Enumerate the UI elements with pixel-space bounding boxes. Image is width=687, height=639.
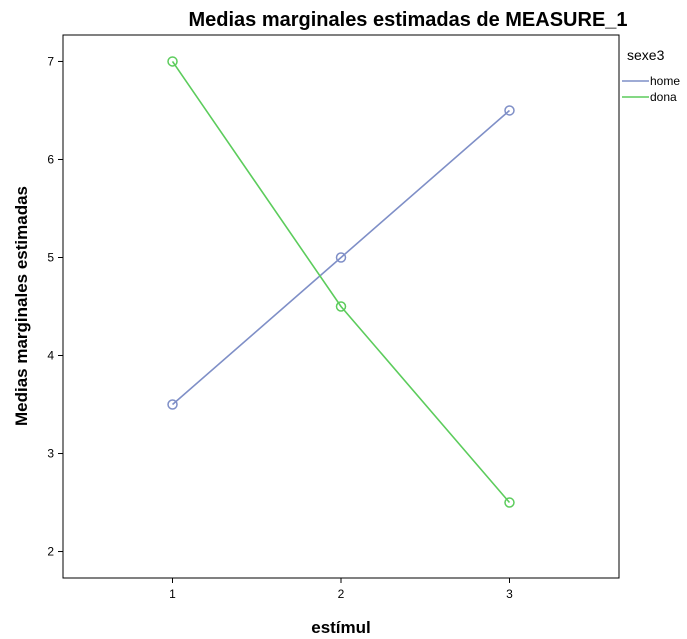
series-line-dona — [171, 61, 511, 504]
data-point-dona — [504, 497, 515, 508]
data-point-home — [335, 252, 347, 263]
x-tick-label: 1 — [169, 587, 176, 601]
y-axis: 2 3 4 5 6 7 — [47, 54, 63, 559]
y-tick-label: 4 — [47, 349, 54, 363]
legend: sexe3 home dona — [622, 47, 680, 104]
series-line-home — [171, 109, 511, 406]
x-tick-label: 3 — [506, 587, 513, 601]
y-tick-label: 2 — [47, 545, 54, 559]
x-axis-title: estímul — [311, 618, 371, 637]
y-tick-label: 6 — [47, 152, 54, 166]
data-point-home — [167, 399, 178, 410]
y-axis-title: Medias marginales estimadas — [12, 186, 31, 426]
legend-title: sexe3 — [627, 47, 665, 63]
data-point-dona — [335, 301, 347, 312]
y-tick-label: 5 — [47, 250, 54, 264]
legend-label-dona: dona — [650, 90, 677, 104]
series-layer — [167, 56, 515, 508]
chart-title: Medias marginales estimadas de MEASURE_1 — [188, 9, 627, 31]
data-point-home — [504, 105, 515, 116]
x-axis: 1 2 3 — [169, 578, 513, 601]
data-point-dona — [167, 56, 178, 67]
legend-label-home: home — [650, 74, 680, 88]
y-tick-label: 7 — [47, 54, 54, 68]
x-tick-label: 2 — [338, 587, 345, 601]
y-tick-label: 3 — [47, 447, 54, 461]
